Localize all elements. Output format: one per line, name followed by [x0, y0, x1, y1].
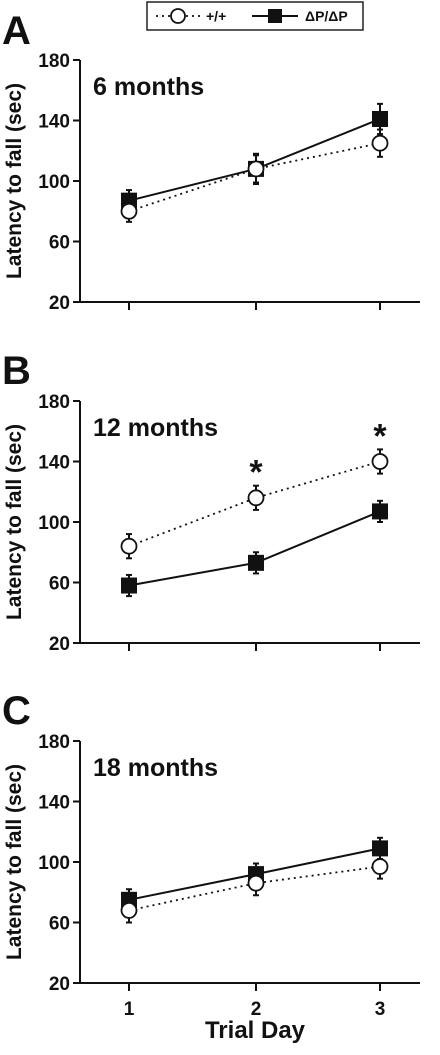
y-tick-label: 60	[49, 233, 70, 254]
point-wildtype	[371, 134, 389, 152]
y-axis-label: Latency to fall (sec)	[3, 764, 26, 960]
point-wildtype	[371, 858, 389, 875]
y-tick-label: 20	[49, 634, 70, 655]
panel-c: C 20 60 100 140 180 Latency to fall (sec) 18 mo…	[2, 689, 420, 1044]
x-tick-label: 1	[124, 999, 135, 1020]
y-axis-label: Latency to fall (sec)	[3, 83, 26, 279]
point-wildtype	[247, 874, 265, 892]
point-mutant	[372, 110, 388, 127]
y-tick-label: 140	[38, 112, 70, 133]
panel-title: 12 months	[93, 414, 218, 442]
y-tick-label: 100	[38, 172, 70, 193]
point-mutant	[248, 554, 264, 571]
panel-letter: A	[2, 9, 31, 53]
point-wildtype	[247, 489, 265, 507]
x-tick-label: 2	[251, 999, 262, 1020]
x-axis-label: Trial Day	[205, 1017, 306, 1044]
y-tick-label: 100	[38, 853, 70, 874]
series-line-wildtype	[128, 865, 381, 912]
series-line-wildtype	[128, 460, 381, 548]
legend: +/+ ΔP/ΔP	[146, 1, 364, 31]
series-line-mutant	[128, 118, 381, 202]
y-tick-label: 60	[49, 914, 70, 935]
panel-letter: B	[2, 349, 31, 393]
y-tick-label: 20	[49, 974, 70, 995]
y-tick-label: 140	[38, 793, 70, 814]
point-mutant	[121, 577, 137, 594]
legend-label-wildtype: +/+	[206, 8, 226, 24]
panel-b: B 20 60 100 140 180 Latency to fall (sec) 12 mo…	[2, 349, 420, 655]
significance-star: *	[373, 417, 387, 455]
y-axis-label: Latency to fall (sec)	[3, 424, 26, 620]
legend-marker-mutant	[268, 9, 282, 23]
x-tick-label: 3	[375, 999, 386, 1020]
panel-title: 18 months	[93, 754, 218, 782]
point-wildtype	[120, 202, 138, 220]
y-tick-label: 140	[38, 453, 70, 474]
panel-a: A 20 60 100 140 180 Latency to fall (sec) 6 mon…	[2, 9, 420, 314]
panel-title: 6 months	[93, 73, 204, 101]
significance-star: *	[249, 454, 263, 492]
point-wildtype	[247, 160, 265, 178]
panel-letter: C	[2, 689, 31, 733]
y-tick-label: 180	[38, 392, 70, 413]
point-mutant	[372, 840, 388, 857]
point-wildtype	[120, 537, 138, 555]
point-wildtype	[120, 902, 138, 919]
point-wildtype	[371, 453, 389, 470]
y-tick-label: 100	[38, 513, 70, 534]
y-tick-label: 180	[38, 51, 70, 72]
chart-panels: A 20 60 100 140 180 Latency to fall (sec) 6 mon…	[2, 9, 420, 1044]
legend-label-mutant: ΔP/ΔP	[305, 8, 348, 24]
point-mutant	[372, 503, 388, 520]
y-tick-label: 180	[38, 732, 70, 753]
y-tick-label: 60	[49, 574, 70, 595]
y-tick-label: 20	[49, 293, 70, 314]
legend-marker-wildtype	[170, 8, 186, 24]
